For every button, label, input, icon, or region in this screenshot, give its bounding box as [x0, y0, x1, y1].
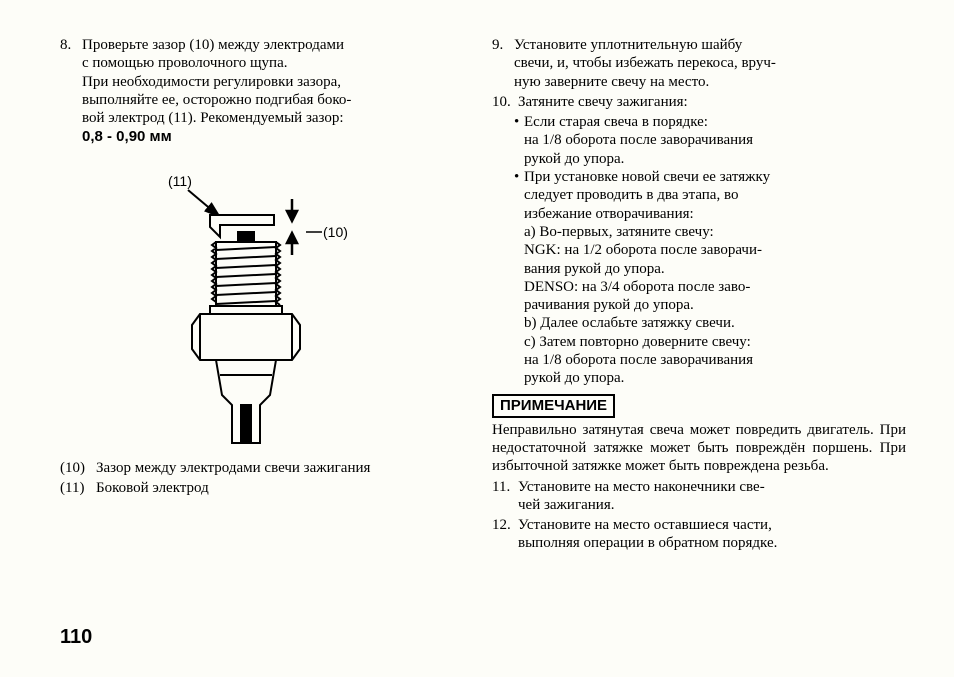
right-column: 9. Установите уплотнительную шайбу свечи…: [492, 36, 906, 596]
step-8-line: Проверьте зазор (10) между электродами: [82, 36, 460, 54]
note-body-text: Неправильно затянутая свеча может повред…: [492, 421, 906, 476]
step-12-number: 12.: [492, 516, 518, 553]
gap-specification: 0,8 - 0,90 мм: [82, 128, 460, 146]
figure-legend: (10) Зазор между электродами свечи зажиг…: [60, 458, 460, 499]
step-8: 8. Проверьте зазор (10) между электродам…: [60, 36, 460, 147]
sub-line: вания рукой до упора.: [524, 260, 906, 278]
step-12-line: Установите на место оставшиеся части,: [518, 516, 906, 534]
sub-line: на 1/8 оборота после заворачивания: [524, 351, 906, 369]
step-8-line: вой электрод (11). Рекомендуемый зазор:: [82, 109, 460, 127]
note-title-box: ПРИМЕЧАНИЕ: [492, 394, 615, 418]
bullet-line: избежание отворачивания:: [524, 205, 906, 223]
step-9: 9. Установите уплотнительную шайбу свечи…: [492, 36, 906, 91]
bullet-dot: •: [514, 168, 524, 223]
step-10-number: 10.: [492, 93, 518, 111]
figure-label-10: (10): [323, 224, 348, 240]
step-11-number: 11.: [492, 478, 518, 515]
sub-line: a) Во-первых, затяните свечу:: [524, 223, 906, 241]
step-8-line: с помощью проволочного щупа.: [82, 54, 460, 72]
page-number: 110: [60, 626, 92, 649]
sub-a: a) Во-первых, затяните свечу: NGK: на 1/…: [492, 223, 906, 314]
legend-text: Боковой электрод: [96, 478, 460, 498]
left-column: 8. Проверьте зазор (10) между электродам…: [60, 36, 460, 596]
legend-item-10: (10) Зазор между электродами свечи зажиг…: [60, 458, 460, 478]
bullet-dot: •: [514, 113, 524, 168]
sub-line: b) Далее ослабьте затяжку свечи.: [524, 314, 906, 332]
step-9-line: Установите уплотнительную шайбу: [514, 36, 906, 54]
step-12: 12. Установите на место оставшиеся части…: [492, 516, 906, 553]
sub-line: DENSO: на 3/4 оборота после заво-: [524, 278, 906, 296]
two-column-layout: 8. Проверьте зазор (10) между электродам…: [60, 36, 906, 596]
spark-plug-figure: (11) (10): [60, 157, 460, 452]
step-11: 11. Установите на место наконечники све-…: [492, 478, 906, 515]
step-8-body: Проверьте зазор (10) между электродами с…: [82, 36, 460, 147]
bullet-old-plug: • Если старая свеча в порядке: на 1/8 об…: [492, 113, 906, 168]
step-9-line: ную заверните свечу на место.: [514, 73, 906, 91]
step-8-number: 8.: [60, 36, 82, 147]
step-9-number: 9.: [492, 36, 514, 91]
step-11-line: Установите на место наконечники све-: [518, 478, 906, 496]
legend-number: (11): [60, 478, 96, 498]
sub-line: NGK: на 1/2 оборота после заворачи-: [524, 241, 906, 259]
spark-plug-svg: [60, 157, 460, 452]
step-12-body: Установите на место оставшиеся части, вы…: [518, 516, 906, 553]
step-12-line: выполняя операции в обратном порядке.: [518, 534, 906, 552]
bullet-line: рукой до упора.: [524, 150, 906, 168]
step-10-body: Затяните свечу зажигания:: [518, 93, 906, 111]
step-11-body: Установите на место наконечники све- чей…: [518, 478, 906, 515]
bullet-line: При установке новой свечи ее затяжку: [524, 168, 906, 186]
sub-b: b) Далее ослабьте затяжку свечи.: [492, 314, 906, 332]
step-8-line: выполняйте ее, осторожно подгибая боко-: [82, 91, 460, 109]
bullet-text: При установке новой свечи ее затяжку сле…: [524, 168, 906, 223]
bullet-line: следует проводить в два этапа, во: [524, 186, 906, 204]
step-9-body: Установите уплотнительную шайбу свечи, и…: [514, 36, 906, 91]
legend-number: (10): [60, 458, 96, 478]
sub-line: рачивания рукой до упора.: [524, 296, 906, 314]
figure-label-11: (11): [168, 173, 192, 189]
bullet-line: Если старая свеча в порядке:: [524, 113, 906, 131]
legend-text: Зазор между электродами свечи зажигания: [96, 458, 460, 478]
bullet-new-plug: • При установке новой свечи ее затяжку с…: [492, 168, 906, 223]
sub-line: рукой до упора.: [524, 369, 906, 387]
step-10: 10. Затяните свечу зажигания:: [492, 93, 906, 111]
bullet-line: на 1/8 оборота после заворачивания: [524, 131, 906, 149]
sub-line: c) Затем повторно доверните свечу:: [524, 333, 906, 351]
sub-c: c) Затем повторно доверните свечу: на 1/…: [492, 333, 906, 388]
bullet-text: Если старая свеча в порядке: на 1/8 обор…: [524, 113, 906, 168]
step-9-line: свечи, и, чтобы избежать перекоса, вруч-: [514, 54, 906, 72]
step-8-line: При необходимости регулировки зазора,: [82, 73, 460, 91]
step-10-line: Затяните свечу зажигания:: [518, 93, 906, 111]
step-11-line: чей зажигания.: [518, 496, 906, 514]
legend-item-11: (11) Боковой электрод: [60, 478, 460, 498]
